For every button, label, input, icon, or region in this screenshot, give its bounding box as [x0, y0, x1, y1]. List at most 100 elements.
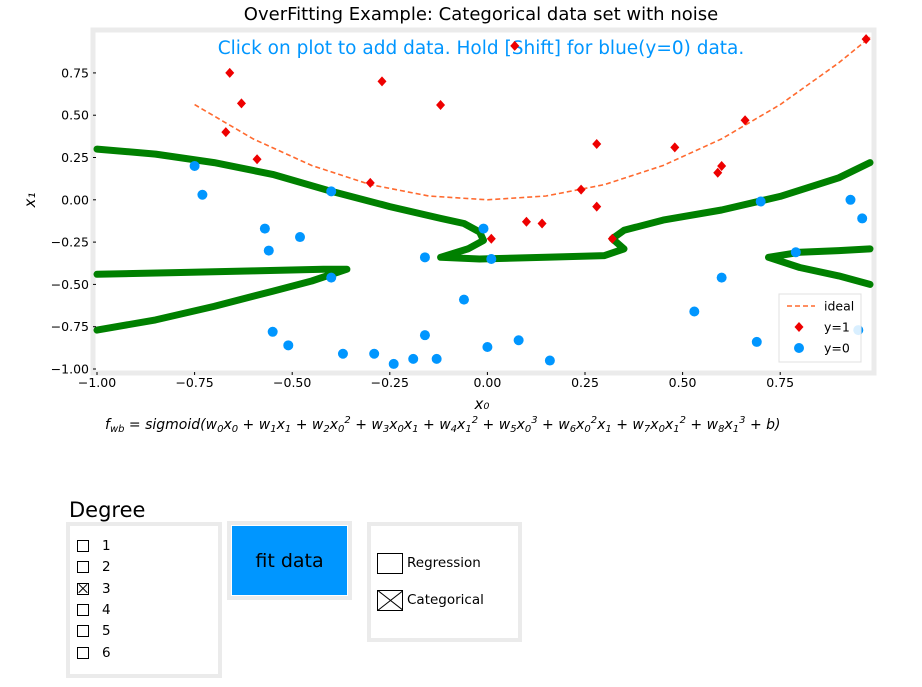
degree-option-label: 3 — [102, 580, 111, 597]
degree-option-4[interactable]: 4 — [77, 600, 111, 620]
degree-checkbox[interactable] — [77, 625, 89, 638]
x-tick-label: −1.00 — [78, 375, 116, 390]
data-point-y1 — [717, 160, 727, 171]
data-points-layer — [189, 34, 871, 369]
x-tick-label: 0.00 — [473, 375, 501, 390]
legend-label: y=0 — [824, 341, 850, 356]
model-formula: fwb = sigmoid(w0x0 + w1x1 + w2x02 + w3x0… — [105, 415, 780, 435]
data-point-y1 — [436, 100, 446, 111]
data-point-y1 — [510, 40, 520, 51]
data-point-y1 — [221, 127, 231, 138]
degree-checkbox[interactable] — [77, 646, 89, 659]
y-axis-label: x₁ — [21, 193, 39, 209]
fit-data-button[interactable]: fit data — [232, 526, 347, 595]
x-tick-label: 0.75 — [766, 375, 794, 390]
plot-area[interactable] — [97, 34, 870, 369]
data-point-y0 — [513, 335, 524, 346]
legend-swatch-y0 — [794, 343, 804, 353]
data-point-y0 — [326, 272, 337, 283]
data-point-y1 — [521, 216, 531, 227]
data-point-y0 — [189, 160, 200, 171]
data-point-y1 — [670, 142, 680, 153]
mode-option-categorical[interactable]: Categorical — [377, 589, 484, 611]
x-tick-label: −0.75 — [175, 375, 213, 390]
data-point-y1 — [365, 177, 375, 188]
degree-option-label: 4 — [102, 601, 111, 618]
data-point-y1 — [236, 98, 246, 109]
data-point-y0 — [857, 213, 868, 224]
degree-checkbox[interactable] — [77, 582, 89, 595]
data-point-y0 — [419, 252, 430, 263]
y-axis-ticks: 0.75 0.50 0.25 0.00 −0.25 −0.50 −0.75 −1.00 — [51, 65, 96, 377]
data-point-y0 — [283, 340, 294, 351]
degree-option-3[interactable]: 3 — [77, 579, 111, 599]
degree-checkbox[interactable] — [77, 540, 89, 552]
mode-option-label: Regression — [407, 555, 481, 571]
decision-boundary-3 — [765, 245, 874, 288]
x-tick-label: 0.50 — [669, 375, 697, 390]
mode-checkbox[interactable] — [377, 589, 403, 611]
legend-label: ideal — [824, 299, 854, 314]
x-axis-label: x₀ — [474, 395, 490, 413]
degree-checkbox[interactable] — [77, 561, 89, 574]
data-point-y0 — [431, 353, 442, 364]
data-point-y0 — [419, 330, 430, 341]
degree-title: Degree — [69, 498, 146, 522]
degree-checkbox[interactable] — [77, 603, 89, 616]
degree-option-label: 6 — [102, 644, 111, 661]
degree-option-label: 1 — [102, 538, 111, 554]
data-point-y0 — [790, 247, 801, 258]
data-point-y1 — [592, 201, 602, 212]
data-point-y0 — [845, 194, 856, 205]
mode-option-label: Categorical — [407, 592, 484, 608]
data-point-y0 — [388, 358, 399, 369]
degree-option-2[interactable]: 2 — [77, 557, 111, 577]
data-point-y1 — [861, 34, 871, 45]
data-point-y0 — [689, 306, 700, 317]
data-point-y1 — [225, 67, 235, 78]
data-point-y0 — [267, 326, 278, 337]
y-tick-label: 0.25 — [61, 150, 89, 165]
y-tick-label: −0.75 — [51, 319, 89, 334]
data-point-y1 — [740, 115, 750, 126]
data-point-y0 — [544, 355, 555, 366]
data-point-y0 — [478, 223, 489, 234]
data-point-y1 — [486, 233, 496, 244]
data-point-y1 — [713, 167, 723, 178]
data-point-y0 — [408, 353, 419, 364]
data-point-y1 — [576, 184, 586, 195]
chart-title: OverFitting Example: Categorical data se… — [244, 4, 718, 25]
legend: ideal y=1 y=0 — [778, 293, 862, 363]
mode-option-regression[interactable]: Regression — [377, 552, 481, 574]
y-tick-label: 0.00 — [61, 192, 89, 207]
data-point-y0 — [458, 294, 469, 305]
y-tick-label: −1.00 — [51, 362, 89, 377]
data-point-y1 — [592, 138, 602, 149]
data-point-y0 — [482, 342, 493, 353]
data-point-y0 — [295, 232, 306, 243]
x-tick-label: −0.25 — [371, 375, 409, 390]
degree-option-1[interactable]: 1 — [77, 536, 111, 556]
legend-swatch-y1 — [794, 322, 804, 332]
mode-checkbox[interactable] — [377, 552, 403, 574]
ideal-curve-layer — [194, 36, 871, 201]
y-tick-label: 0.75 — [61, 65, 89, 80]
y-tick-label: 0.50 — [61, 108, 89, 123]
x-tick-label: −0.50 — [273, 375, 311, 390]
degree-option-5[interactable]: 5 — [77, 621, 111, 641]
x-tick-label: 0.25 — [571, 375, 599, 390]
instruction-text: Click on plot to add data. Hold [Shift] … — [218, 38, 745, 59]
data-point-y1 — [537, 218, 547, 229]
degree-option-6[interactable]: 6 — [77, 643, 111, 663]
degree-panel — [66, 522, 222, 678]
data-point-y1 — [377, 76, 387, 87]
x-axis-ticks: −1.00 −0.75 −0.50 −0.25 0.00 0.25 0.50 0.75 — [78, 372, 794, 390]
data-point-y1 — [252, 154, 262, 165]
data-point-y0 — [326, 186, 337, 197]
data-point-y0 — [337, 348, 348, 359]
data-point-y0 — [716, 272, 727, 283]
data-point-y0 — [751, 336, 762, 347]
legend-box — [778, 293, 862, 363]
decision-boundary-1 — [93, 145, 874, 263]
